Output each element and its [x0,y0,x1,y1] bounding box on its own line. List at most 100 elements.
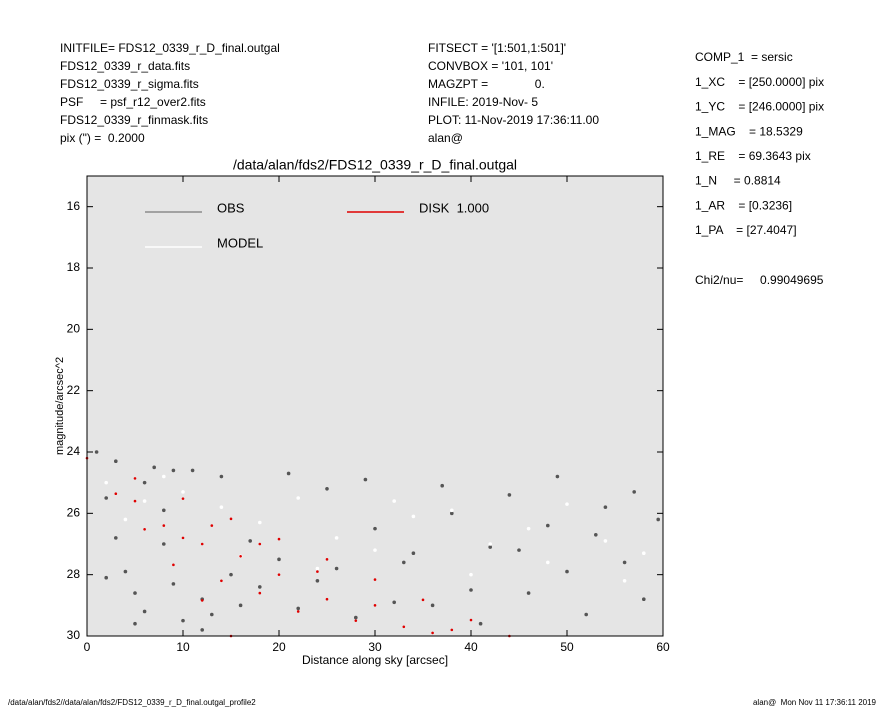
data-point [450,511,454,516]
data-point [373,548,377,552]
data-point [181,490,185,494]
info-right: 1_PA = [27.4047] [695,223,797,237]
data-point [622,579,627,583]
data-point [162,524,166,527]
data-point [142,480,147,485]
data-point [162,474,166,479]
info-right: 1_MAG = 18.5329 [695,124,803,138]
data-point [190,468,195,473]
y-tick-label: 26 [67,506,81,520]
data-point [411,514,416,519]
data-point [430,603,435,608]
x-axis-label: Distance along sky [arcsec] [302,653,448,667]
data-point [334,536,339,540]
data-point [325,487,329,491]
data-point [277,573,281,576]
data-point [469,572,473,577]
data-point [526,526,531,531]
data-point [526,591,531,595]
info-middle: INFILE: 2019-Nov- 5 [428,95,538,109]
x-tick-label: 50 [560,640,574,654]
data-point [642,597,646,601]
data-point [219,505,224,510]
data-point [210,612,214,617]
data-point [440,483,445,488]
data-point [172,563,175,567]
data-point [565,569,569,574]
info-middle: alan@ [428,131,463,145]
data-point [431,631,434,635]
data-point [402,560,406,565]
y-tick-label: 20 [67,322,81,336]
x-tick-label: 40 [464,640,478,654]
data-point [210,524,214,527]
data-point [258,585,262,589]
y-tick-label: 24 [67,444,81,458]
data-point [181,618,185,623]
data-point [114,459,118,464]
y-tick-label: 28 [67,567,81,581]
data-point [469,588,473,592]
data-point [296,496,301,500]
data-point [162,542,166,546]
data-point [104,480,108,485]
info-left: pix (") = 0.2000 [60,131,145,145]
data-point [123,569,128,574]
info-middle: FITSECT = '[1:501,1:501]' [428,41,566,55]
info-right: 1_XC = [250.0000] pix [695,75,824,89]
data-point [258,591,262,595]
data-point [392,499,397,503]
data-point [546,560,550,565]
data-point [220,579,223,583]
footer-right: alan@ Mon Nov 11 17:36:11 2019 [753,698,877,707]
info-left: PSF = psf_r12_over2.fits [60,95,206,109]
y-axis-label: magnitude/arcsec^2 [54,357,66,455]
info-right: 1_N = 0.8814 [695,174,781,188]
chi2: Chi2/nu= 0.99049695 [695,273,824,287]
data-point [277,537,281,541]
data-point [316,570,319,573]
data-point [200,542,204,546]
data-point [354,619,358,622]
data-point [171,582,176,586]
data-point [421,598,425,602]
info-middle: MAGZPT = 0. [428,77,545,91]
data-point [315,566,320,571]
data-point [488,545,493,549]
y-tick-label: 18 [67,260,81,274]
data-point [248,539,252,543]
data-point [325,558,329,561]
data-point [200,599,204,602]
data-point [181,536,185,540]
data-point [133,477,137,480]
data-point [656,517,660,522]
data-point [277,557,281,562]
data-point [507,493,512,497]
chart-title: /data/alan/fds2/FDS12_0339_r_D_final.out… [233,157,517,173]
data-point [181,497,185,500]
data-point [229,517,233,521]
info-middle: PLOT: 11-Nov-2019 17:36:11.00 [428,113,599,127]
data-point [373,604,377,607]
data-point [104,575,108,580]
data-point [402,625,406,629]
x-tick-label: 10 [176,640,190,654]
data-point [450,508,454,513]
info-right: 1_YC = [246.0000] pix [695,100,824,114]
info-left: INITFILE= FDS12_0339_r_D_final.outgal [60,41,280,55]
data-point [546,523,550,528]
x-tick-label: 0 [84,640,91,654]
data-point [296,610,300,613]
data-point [258,520,262,525]
data-point [632,490,636,494]
data-point [162,508,166,513]
info-right: 1_RE = 69.3643 pix [695,149,811,163]
info-right: 1_AR = [0.3236] [695,198,792,212]
data-point [258,542,262,546]
data-point [565,502,569,506]
data-point [373,526,377,531]
data-point [143,527,146,531]
data-point [392,600,397,605]
data-point [142,499,147,503]
data-point [133,591,137,595]
